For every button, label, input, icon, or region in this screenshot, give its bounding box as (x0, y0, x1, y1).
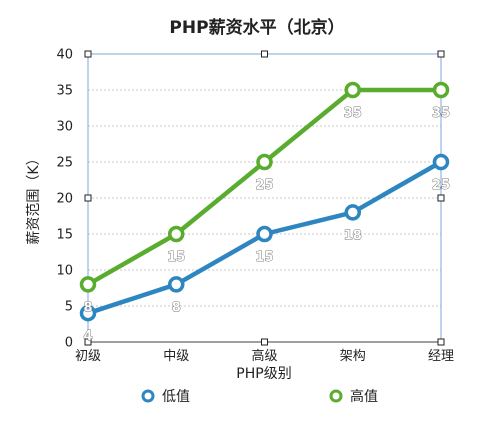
data-label: 8 (83, 300, 92, 315)
y-tick-label: 5 (65, 300, 73, 315)
selection-handle (437, 338, 445, 346)
legend-marker (329, 389, 343, 403)
legend-label: 低值 (162, 389, 190, 405)
legend-marker (141, 389, 155, 403)
data-point (432, 81, 450, 99)
data-label: 25 (255, 178, 273, 193)
legend-label: 高值 (350, 388, 378, 405)
x-tick-label: 经理 (428, 349, 454, 364)
y-tick-label: 10 (56, 264, 73, 279)
selection-handle (84, 50, 92, 58)
data-label: 25 (432, 178, 450, 193)
chart-title: PHP薪资水平（北京） (169, 17, 344, 38)
data-label: 35 (432, 106, 450, 121)
y-tick-label: 0 (65, 336, 73, 351)
data-label: 18 (344, 228, 362, 243)
y-tick-label: 25 (56, 156, 73, 171)
data-label: 35 (344, 106, 362, 121)
data-label: 8 (172, 300, 181, 315)
data-label: 4 (83, 329, 92, 344)
selection-handle (261, 338, 268, 346)
y-tick-label: 40 (56, 48, 73, 63)
data-point (168, 225, 185, 243)
data-label: 15 (255, 250, 273, 265)
y-axis-label: 薪资范围（K） (25, 151, 42, 244)
x-tick-label: 初级 (75, 349, 101, 364)
x-tick-label: 架构 (340, 349, 366, 364)
x-tick-label: 高级 (251, 348, 277, 364)
y-tick-label: 30 (56, 120, 73, 135)
selection-handle (84, 338, 92, 346)
data-point (344, 81, 361, 99)
x-axis-label: PHP级别 (236, 366, 291, 382)
data-point (79, 304, 97, 322)
data-point (168, 276, 185, 293)
data-point (344, 204, 361, 221)
series-group: 4 8 15 18 25 8 15 25 35 35 (79, 81, 450, 345)
axes: 0 5 10 15 20 25 30 35 40 初级 中级 高级 架构 经理 (56, 48, 454, 365)
y-tick-label: 20 (56, 192, 73, 207)
y-tick-label: 15 (56, 228, 73, 243)
data-label: 15 (167, 250, 185, 265)
selection-handle (437, 194, 445, 202)
data-point (79, 276, 97, 293)
data-point (256, 153, 273, 171)
y-tick-label: 35 (56, 84, 73, 99)
legend: 低值 高值 (141, 388, 378, 405)
selection-handle (261, 50, 268, 58)
x-tick-label: 中级 (163, 349, 189, 364)
selection-handle (84, 194, 92, 202)
data-point (256, 225, 273, 243)
data-point (432, 153, 450, 171)
selection-handle (437, 50, 445, 58)
